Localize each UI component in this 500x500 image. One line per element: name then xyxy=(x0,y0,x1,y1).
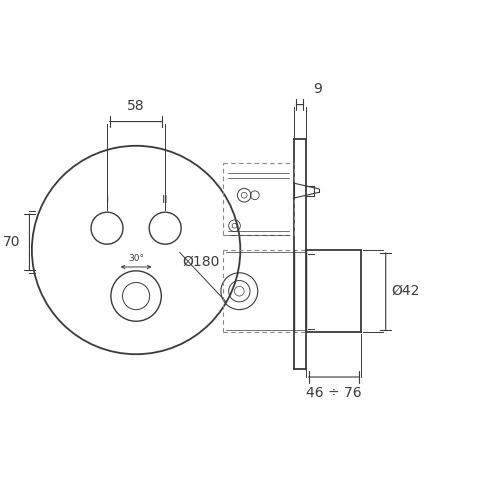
Text: 58: 58 xyxy=(128,99,145,113)
Text: II: II xyxy=(162,195,168,205)
Text: 46 ÷ 76: 46 ÷ 76 xyxy=(306,386,362,400)
Text: 70: 70 xyxy=(3,235,20,249)
Text: I: I xyxy=(106,195,108,205)
Text: Ø42: Ø42 xyxy=(392,284,420,298)
Text: 30°: 30° xyxy=(128,254,144,263)
Text: 9: 9 xyxy=(314,82,322,96)
Text: Ø180: Ø180 xyxy=(182,255,220,269)
